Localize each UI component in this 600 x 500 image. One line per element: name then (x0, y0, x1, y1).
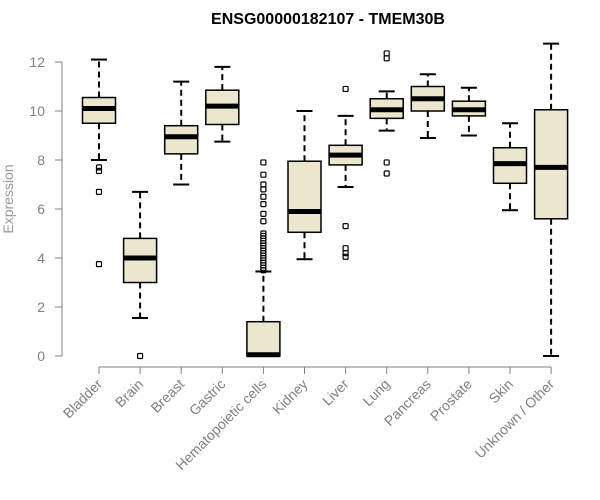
y-axis-label: Expression (0, 164, 16, 233)
outlier-point (342, 245, 349, 252)
box-prostate (451, 86, 487, 137)
box-body (533, 109, 569, 220)
x-tick-label: Prostate (427, 376, 475, 424)
outlier-point (260, 181, 267, 188)
outlier-point (95, 261, 103, 268)
box-body (246, 320, 281, 357)
outlier-point (342, 85, 349, 93)
outlier-point (260, 186, 267, 193)
box-lung (369, 50, 404, 177)
x-tick-label: Breast (147, 376, 187, 416)
box-kidney (287, 110, 322, 261)
outlier-point (260, 230, 267, 237)
x-tick-label: Liver (319, 376, 352, 409)
outlier-point (137, 352, 144, 360)
outlier-point (383, 170, 390, 177)
outlier-point (383, 55, 390, 62)
y-tick-label: 10 (29, 103, 45, 119)
outlier-point (95, 188, 103, 195)
x-tick-label: Skin (486, 376, 517, 407)
box-skin (492, 122, 528, 212)
box-gastric (205, 65, 240, 143)
x-tick-label: Lung (359, 376, 392, 409)
chart-title: ENSG00000182107 - TMEM30B (211, 11, 445, 28)
outlier-point (260, 171, 267, 178)
y-tick-label: 4 (37, 250, 45, 266)
outlier-point (260, 210, 267, 217)
outlier-point (260, 159, 267, 166)
x-tick-label: Kidney (269, 376, 311, 418)
box-unknown-other (533, 42, 569, 357)
box-breast (163, 80, 199, 186)
outlier-point (260, 218, 267, 225)
box-pancreas (410, 73, 446, 139)
box-body (287, 160, 322, 234)
outlier-point (95, 167, 103, 175)
y-tick-label: 6 (37, 201, 45, 217)
outlier-point (342, 223, 349, 230)
outlier-point (260, 201, 267, 208)
outlier-point (342, 253, 349, 260)
box-liver (328, 85, 363, 260)
y-axis: 0 2 4 6 8 10 12 (29, 54, 63, 364)
y-tick-label: 2 (37, 299, 45, 315)
box-bladder (81, 58, 117, 268)
x-tick-label: Brain (112, 376, 146, 410)
outlier-point (95, 164, 103, 171)
outlier-point (383, 50, 390, 57)
outlier-point (342, 250, 349, 257)
box-hematopoietic-cells (246, 159, 281, 358)
y-tick-label: 12 (29, 54, 45, 70)
outlier-point (260, 193, 267, 200)
outlier-point (383, 159, 390, 166)
x-tick-label: Bladder (60, 376, 106, 422)
plot-area (81, 42, 569, 360)
y-tick-label: 8 (37, 152, 45, 168)
box-body (163, 124, 199, 155)
y-tick-label: 0 (37, 348, 45, 364)
box-brain (122, 190, 158, 360)
